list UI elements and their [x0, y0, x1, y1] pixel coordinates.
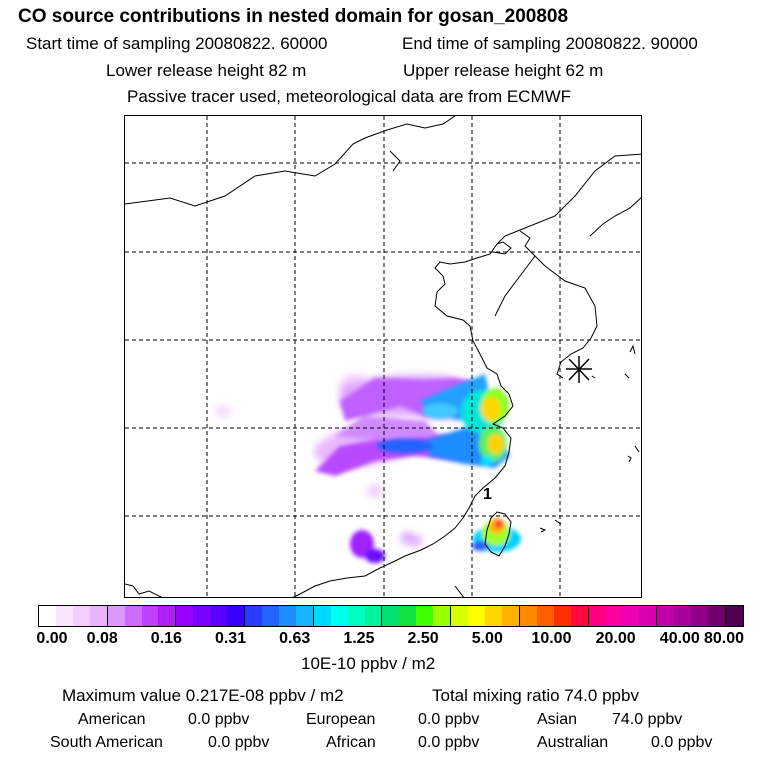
- colorbar-swatch: [501, 606, 519, 626]
- asian-value: 74.0 ppbv: [612, 711, 683, 728]
- colorbar-swatch: [587, 606, 606, 626]
- colorbar-tick-label: 1.25: [343, 630, 375, 647]
- colorbar-swatch: [468, 606, 485, 626]
- american-label: American: [78, 711, 146, 728]
- colorbar-swatch: [433, 606, 451, 626]
- colorbar-swatch: [312, 606, 331, 626]
- american-value: 0.0 ppbv: [188, 711, 250, 728]
- colorbar-swatch: [416, 606, 434, 626]
- colorbar-swatch: [210, 606, 228, 626]
- colorbar-swatch: [72, 606, 90, 626]
- colorbar-swatch: [39, 606, 56, 626]
- colorbar-swatch: [278, 606, 296, 626]
- colorbar-tick-label: 80.00: [703, 630, 745, 647]
- colorbar-tick-label: 20.00: [595, 630, 636, 647]
- plume-field: [215, 374, 521, 563]
- colorbar-swatch: [674, 606, 692, 626]
- colorbar-swatch: [141, 606, 159, 626]
- graticule: [125, 116, 641, 597]
- colorbar-swatch: [381, 606, 400, 626]
- colorbar-swatch: [89, 606, 107, 626]
- map-panel: 1: [124, 115, 642, 598]
- colorbar-swatch: [175, 606, 194, 626]
- colorbar-tick-label: 0.16: [150, 630, 182, 647]
- colorbar-swatch: [622, 606, 640, 626]
- colorbar-swatch: [330, 606, 348, 626]
- colorbar-swatch: [227, 606, 245, 626]
- receptor-label: 1: [483, 486, 492, 503]
- colorbar-unit: 10E-10 ppbv / m2: [301, 654, 436, 673]
- australian-label: Australian: [537, 734, 609, 751]
- colorbar-swatch: [605, 606, 623, 626]
- colorbar-tick-label: 40.00: [659, 630, 700, 647]
- colorbar-tick-label: 2.50: [407, 630, 439, 647]
- colorbar-swatch: [244, 606, 262, 626]
- colorbar-swatch: [261, 606, 279, 626]
- colorbar-swatch: [536, 606, 554, 626]
- max-value: Maximum value 0.217E-08 ppbv / m2: [62, 686, 344, 705]
- colorbar-swatch: [364, 606, 382, 626]
- african-label: African: [326, 734, 376, 751]
- receptor-marker: [566, 356, 592, 383]
- european-label: European: [306, 711, 376, 728]
- end-time: End time of sampling 20080822. 90000: [402, 34, 698, 53]
- plume-core: [377, 374, 521, 552]
- colorbar-swatch: [347, 606, 365, 626]
- south-american-label: South American: [50, 734, 163, 751]
- total-mixing-ratio: Total mixing ratio 74.0 ppbv: [432, 686, 639, 705]
- coastlines: [125, 116, 641, 597]
- colorbar-swatch: [691, 606, 708, 626]
- colorbar-swatch: [656, 606, 675, 626]
- tracer-note: Passive tracer used, meteorological data…: [127, 87, 572, 106]
- colorbar-swatch: [707, 606, 725, 626]
- colorbar-tick-label: 0.63: [279, 630, 311, 647]
- colorbar-swatch: [106, 606, 125, 626]
- colorbar-swatch: [399, 606, 417, 626]
- south-american-value: 0.0 ppbv: [208, 734, 270, 751]
- colorbar-tick-label: 0.00: [36, 630, 68, 647]
- colorbar-tick-label: 0.08: [86, 630, 118, 647]
- asian-label: Asian: [537, 711, 578, 728]
- colorbar-swatch: [639, 606, 657, 626]
- start-time: Start time of sampling 20080822. 60000: [26, 34, 328, 53]
- colorbar-swatch: [193, 606, 211, 626]
- colorbar-tick-label: 5.00: [471, 630, 503, 647]
- colorbar-swatch: [158, 606, 176, 626]
- colorbar-swatch: [518, 606, 537, 626]
- colorbar: [38, 605, 744, 627]
- colorbar-tick-label: 10.00: [531, 630, 572, 647]
- colorbar-swatch: [450, 606, 469, 626]
- map-svg: [125, 116, 641, 597]
- colorbar-swatch: [55, 606, 73, 626]
- colorbar-swatch: [724, 606, 743, 626]
- colorbar-tick-label: 0.31: [214, 630, 247, 647]
- lower-release-height: Lower release height 82 m: [106, 61, 307, 80]
- african-value: 0.0 ppbv: [418, 734, 480, 751]
- australian-value: 0.0 ppbv: [651, 734, 713, 751]
- plot-title: CO source contributions in nested domain…: [18, 6, 569, 27]
- colorbar-swatch: [570, 606, 588, 626]
- european-value: 0.0 ppbv: [418, 711, 480, 728]
- colorbar-swatch: [295, 606, 313, 626]
- upper-release-height: Upper release height 62 m: [403, 61, 604, 80]
- colorbar-swatch: [553, 606, 571, 626]
- colorbar-swatch: [484, 606, 502, 626]
- colorbar-swatch: [124, 606, 142, 626]
